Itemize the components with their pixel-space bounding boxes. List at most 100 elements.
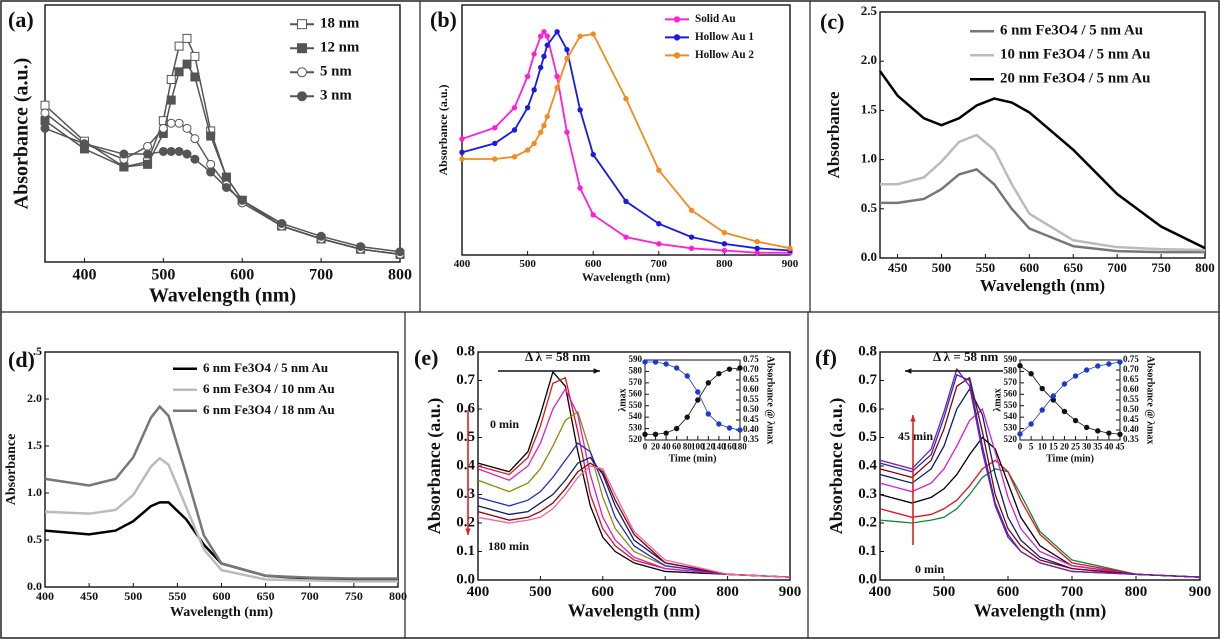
marker bbox=[1072, 417, 1079, 424]
y2-tick-label: 0.50 bbox=[1123, 404, 1139, 414]
series-line bbox=[880, 168, 1205, 254]
marker bbox=[663, 430, 669, 436]
x-tick-label: 600 bbox=[997, 584, 1020, 600]
marker bbox=[531, 51, 537, 57]
marker bbox=[716, 421, 722, 427]
x-tick-label: 20 bbox=[1060, 442, 1070, 452]
legend-label: 6 nm Fe3O4 / 18 nm Au bbox=[203, 402, 335, 417]
x-tick-label: 15 bbox=[1049, 442, 1059, 452]
marker bbox=[663, 361, 669, 367]
marker bbox=[190, 72, 200, 82]
x-tick-label: 25 bbox=[1071, 442, 1081, 452]
marker bbox=[158, 146, 168, 156]
x-tick-label: 650 bbox=[257, 589, 275, 603]
marker bbox=[673, 365, 680, 371]
annotation: 0 min bbox=[915, 562, 944, 576]
annotation: Δ λ = 58 nm bbox=[525, 349, 590, 364]
series-line bbox=[879, 407, 1201, 578]
marker bbox=[1028, 371, 1034, 377]
marker bbox=[652, 359, 659, 365]
legend-label: 6 nm Fe3O4 / 5 nm Au bbox=[203, 360, 328, 375]
marker bbox=[554, 73, 560, 80]
y-axis-label: Absorbance (a.u.) bbox=[424, 398, 445, 535]
y-tick-label: 520 bbox=[629, 434, 643, 444]
arrow-head bbox=[593, 368, 600, 374]
marker bbox=[1050, 393, 1057, 399]
marker bbox=[1106, 430, 1112, 436]
marker bbox=[511, 154, 518, 160]
series-line bbox=[44, 404, 398, 580]
marker bbox=[1095, 363, 1101, 369]
marker bbox=[459, 136, 465, 142]
marker bbox=[40, 108, 50, 118]
y-tick-label: 0.2 bbox=[858, 514, 877, 530]
x-tick-label: 500 bbox=[932, 260, 952, 275]
y2-axis-label: Absorbance @ λmax bbox=[765, 356, 776, 445]
y-tick-label: 590 bbox=[629, 354, 643, 364]
marker bbox=[166, 118, 176, 128]
x-tick-label: 450 bbox=[80, 589, 98, 603]
marker bbox=[564, 46, 570, 53]
marker bbox=[174, 41, 184, 51]
marker bbox=[754, 238, 760, 245]
marker bbox=[623, 234, 629, 240]
x-tick-label: 500 bbox=[933, 584, 956, 600]
y-tick-label: 560 bbox=[629, 388, 643, 398]
x-tick-label: 40 bbox=[662, 442, 672, 452]
marker bbox=[577, 107, 583, 113]
marker bbox=[544, 33, 550, 39]
y-tick-label: 0.0 bbox=[858, 571, 877, 587]
marker bbox=[206, 131, 216, 141]
series-line bbox=[477, 465, 791, 578]
x-tick-label: 800 bbox=[389, 589, 407, 603]
y-tick-label: 0.5 bbox=[861, 200, 878, 215]
y-tick-label: 580 bbox=[629, 365, 643, 375]
x-tick-label: 400 bbox=[36, 589, 54, 603]
marker bbox=[577, 33, 583, 39]
marker bbox=[656, 241, 662, 247]
x-axis-label: Wavelength (nm) bbox=[582, 270, 670, 284]
marker bbox=[544, 113, 550, 120]
y-tick-label: 580 bbox=[1004, 365, 1018, 375]
series-line bbox=[477, 442, 791, 578]
x-tick-label: 30 bbox=[1082, 442, 1092, 452]
marker bbox=[182, 149, 192, 159]
legend-label: 12 nm bbox=[320, 40, 360, 56]
series-line bbox=[1019, 361, 1121, 435]
x-tick-label: 100 bbox=[691, 442, 705, 452]
x-axis-label: Wavelength (nm) bbox=[980, 276, 1105, 295]
x-tick-label: 800 bbox=[1195, 260, 1215, 275]
marker bbox=[590, 212, 596, 218]
plot-frame bbox=[1019, 359, 1121, 441]
legend-label: 3 nm bbox=[320, 88, 352, 104]
marker bbox=[564, 129, 570, 135]
x-tick-label: 10 bbox=[1038, 442, 1048, 452]
marker bbox=[356, 242, 366, 252]
x-tick-label: 550 bbox=[976, 260, 996, 275]
marker bbox=[737, 365, 743, 371]
legend-label: Hollow Au 2 bbox=[695, 49, 754, 61]
y-tick-label: 570 bbox=[1004, 377, 1018, 387]
series-line bbox=[44, 127, 401, 253]
y2-tick-label: 0.75 bbox=[743, 354, 759, 364]
marker bbox=[1039, 407, 1045, 413]
x-tick-label: 500 bbox=[151, 266, 175, 283]
marker bbox=[158, 123, 168, 133]
marker bbox=[174, 118, 184, 128]
marker bbox=[726, 425, 733, 431]
y2-tick-label: 0.60 bbox=[1123, 384, 1139, 394]
series-line bbox=[1019, 365, 1121, 435]
marker bbox=[1083, 424, 1090, 431]
y-tick-label: 2.0 bbox=[861, 52, 877, 67]
plot-frame bbox=[461, 4, 791, 256]
x-tick-label: 800 bbox=[716, 258, 733, 270]
y-tick-label: 550 bbox=[629, 400, 643, 410]
marker bbox=[538, 64, 544, 71]
y2-tick-label: 0.35 bbox=[1123, 434, 1139, 444]
x-tick-label: 800 bbox=[388, 266, 412, 283]
panel-label: (a) bbox=[8, 7, 34, 32]
x-tick-label: 600 bbox=[585, 258, 602, 270]
x-tick-label: 600 bbox=[1020, 260, 1040, 275]
x-tick-label: 20 bbox=[651, 442, 661, 452]
y-tick-label: 0.6 bbox=[456, 400, 475, 416]
